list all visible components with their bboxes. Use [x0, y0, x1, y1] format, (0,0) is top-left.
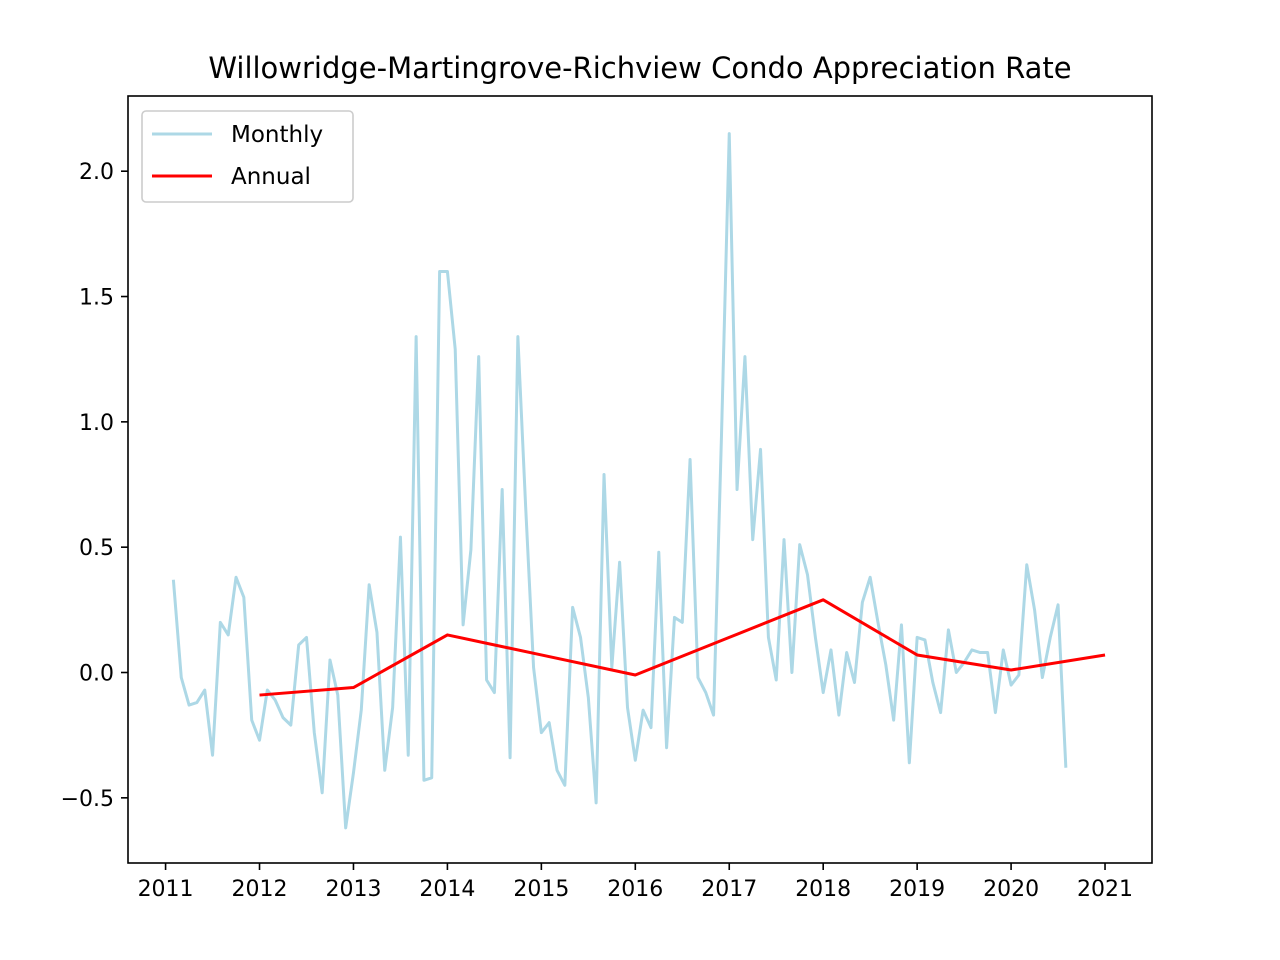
- series-line-annual: [259, 598, 1106, 697]
- plot-frame: [127, 95, 1153, 864]
- x-tick-label: 2019: [889, 877, 945, 902]
- x-tick-label: 2020: [983, 877, 1039, 902]
- y-axis: −0.5 0.0 0.5 1.0 1.5 2.0: [61, 160, 128, 812]
- y-tick-label: 0.5: [79, 536, 114, 561]
- series-line-monthly: [171, 132, 1068, 830]
- y-tick-label: 1.5: [79, 286, 114, 311]
- x-tick-label: 2021: [1077, 877, 1133, 902]
- y-tick-label: −0.5: [61, 787, 114, 812]
- legend-label-annual: Annual: [231, 164, 311, 190]
- x-tick-label: 2014: [419, 877, 475, 902]
- legend-label-monthly: Monthly: [231, 122, 323, 148]
- y-tick-label: 1.0: [79, 411, 114, 436]
- x-tick-label: 2011: [138, 877, 194, 902]
- x-tick-label: 2017: [701, 877, 757, 902]
- x-tick-label: 2018: [795, 877, 851, 902]
- plot-area: [127, 95, 1153, 864]
- x-axis: 2011 2012 2013 2014 2015 2016 2017 2018 2019 2020…: [138, 863, 1133, 902]
- legend: Monthly Annual: [141, 110, 354, 203]
- y-tick-label: 2.0: [79, 160, 114, 185]
- chart-title: Willowridge-Martingrove-Richview Condo A…: [208, 51, 1071, 85]
- x-tick-label: 2012: [232, 877, 288, 902]
- x-tick-label: 2016: [607, 877, 663, 902]
- y-tick-label: 0.0: [79, 662, 114, 687]
- x-tick-label: 2015: [513, 877, 569, 902]
- x-tick-label: 2013: [325, 877, 381, 902]
